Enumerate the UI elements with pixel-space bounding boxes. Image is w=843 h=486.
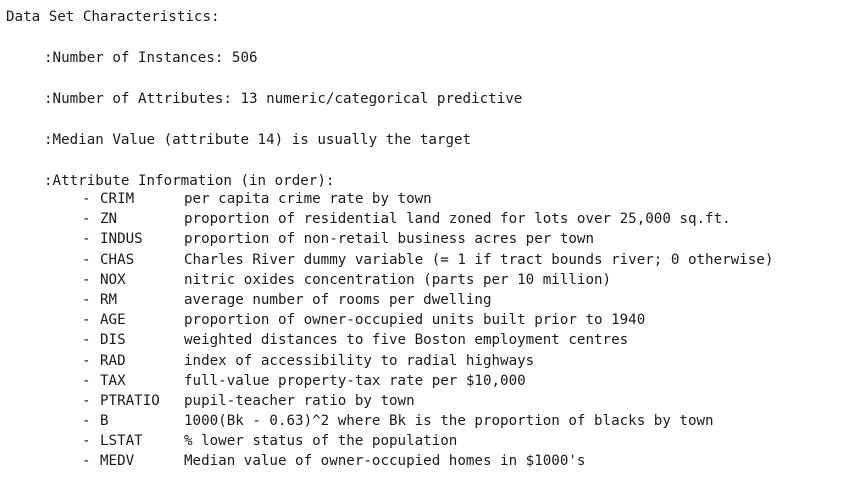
attribute-name: CRIM	[100, 191, 135, 207]
list-bullet: -	[82, 312, 91, 329]
attribute-name: RAD	[100, 352, 126, 369]
list-bullet: -	[82, 291, 91, 308]
attribute-description: nitric oxides concentration (parts per 1…	[184, 271, 612, 288]
attribute-name: NOX	[100, 271, 126, 288]
attribute-name: B	[100, 413, 109, 430]
attribute-description: average number of rooms per dwelling	[184, 291, 492, 308]
attribute-description: full-value property-tax rate per $10,000	[184, 372, 526, 389]
list-bullet: -	[82, 271, 91, 288]
attribute-description: proportion of residential land zoned for…	[184, 211, 731, 228]
attribute-description: pupil-teacher ratio by town	[184, 392, 415, 409]
attribute-description: proportion of owner-occupied units built…	[184, 312, 646, 329]
attribute-name: INDUS	[100, 231, 143, 248]
list-bullet: -	[82, 231, 91, 248]
list-bullet: -	[82, 251, 91, 268]
attribute-description: proportion of non-retail business acres …	[184, 231, 594, 248]
number-of-instances: :Number of Instances: 506	[44, 50, 258, 66]
attribute-name: LSTAT	[100, 433, 143, 450]
attribute-description: index of accessibility to radial highway…	[184, 352, 535, 369]
attribute-name: AGE	[100, 312, 126, 329]
attribute-name: RM	[100, 291, 118, 308]
attribute-description: 1000(Bk - 0.63)^2 where Bk is the propor…	[184, 413, 714, 430]
dataset-characteristics-heading: Data Set Characteristics:	[6, 9, 220, 25]
attribute-name: PTRATIO	[100, 392, 160, 409]
attribute-description: per capita crime rate by town	[184, 191, 432, 207]
attribute-information-heading: :Attribute Information (in order):	[44, 173, 335, 189]
attribute-description: Median value of owner-occupied homes in …	[184, 453, 586, 470]
list-bullet: -	[82, 413, 91, 430]
attribute-name: MEDV	[100, 453, 135, 470]
attribute-name: TAX	[100, 372, 126, 389]
attribute-description: % lower status of the population	[184, 433, 458, 450]
list-bullet: -	[82, 332, 91, 349]
list-bullet: -	[82, 372, 91, 389]
attribute-name: CHAS	[100, 251, 135, 268]
attribute-description: weighted distances to five Boston employ…	[184, 332, 629, 349]
number-of-attributes: :Number of Attributes: 13 numeric/catego…	[44, 91, 523, 107]
list-bullet: -	[82, 352, 91, 369]
list-bullet: -	[82, 211, 91, 228]
list-bullet: -	[82, 392, 91, 409]
attribute-name: DIS	[100, 332, 126, 349]
attribute-description: Charles River dummy variable (= 1 if tra…	[184, 251, 774, 268]
list-bullet: -	[82, 433, 91, 450]
list-bullet: -	[82, 191, 91, 207]
attribute-name: ZN	[100, 211, 118, 228]
median-value-note: :Median Value (attribute 14) is usually …	[44, 132, 472, 148]
list-bullet: -	[82, 453, 91, 470]
